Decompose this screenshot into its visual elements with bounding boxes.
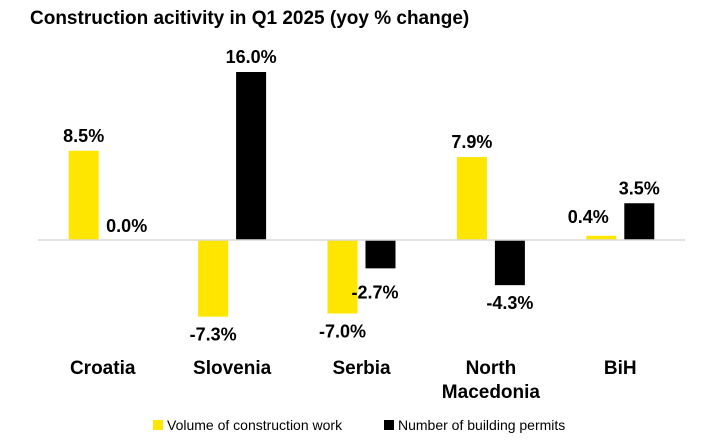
bar-permits-slovenia (236, 72, 267, 240)
data-label: 8.5% (63, 126, 104, 146)
legend-label: Volume of construction work (167, 417, 343, 433)
bar-permits-serbia (365, 240, 396, 269)
bar-permits-bih (624, 203, 655, 240)
data-label: -4.3% (486, 293, 533, 313)
legend-label: Number of building permits (398, 417, 565, 433)
data-label: 0.4% (568, 207, 609, 227)
legend-swatch-permits (384, 420, 394, 430)
data-label: 16.0% (226, 47, 277, 67)
bar-volume-north-macedonia (456, 157, 487, 240)
x-tick-label: Slovenia (193, 358, 272, 379)
plot-area: 8.5% -7.3% -7.0% 7.9% 0.4% 0.0% 16.0% -2.7% -4.3… (38, 47, 685, 403)
data-label: 3.5% (619, 178, 660, 198)
chart-title: Construction acitivity in Q1 2025 (yoy %… (30, 8, 469, 29)
data-label: -7.3% (190, 325, 237, 345)
bar-volume-bih (586, 235, 617, 240)
data-label: 7.9% (451, 132, 492, 152)
data-label: -2.7% (352, 282, 399, 302)
bar-volume-croatia (68, 150, 99, 240)
x-tick-label: Serbia (332, 358, 391, 379)
bar-permits-north-macedonia (494, 240, 525, 286)
legend: Volume of construction work Number of bui… (153, 417, 565, 433)
x-tick-label: BiH (604, 358, 637, 379)
data-label: -7.0% (319, 322, 366, 342)
x-tick-label: North Macedonia (442, 358, 541, 403)
x-tick-label: Croatia (70, 358, 136, 379)
bar-volume-slovenia (198, 240, 229, 317)
data-label: 0.0% (106, 216, 147, 236)
legend-swatch-volume (153, 420, 163, 430)
bar-volume-serbia (327, 240, 358, 314)
